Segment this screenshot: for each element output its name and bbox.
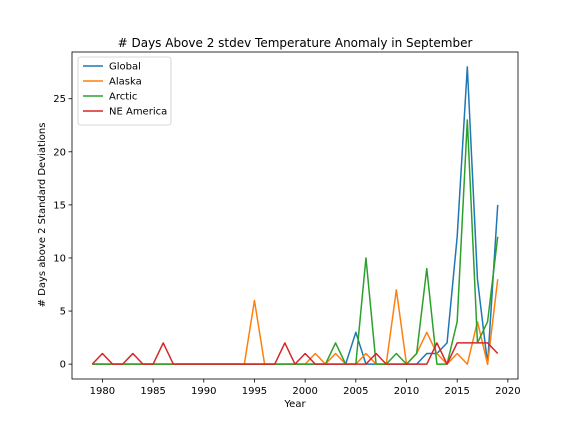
y-tick-label: 0 <box>60 360 66 371</box>
y-tick-label: 25 <box>53 94 66 105</box>
x-tick-label: 1990 <box>191 386 216 397</box>
chart-title: # Days Above 2 stdev Temperature Anomaly… <box>118 36 473 50</box>
x-tick-label: 2005 <box>343 386 368 397</box>
legend-box <box>77 56 172 126</box>
x-tick-label: 2000 <box>292 386 317 397</box>
x-tick-label: 1995 <box>242 386 267 397</box>
x-axis-ticks: 1980 1985 1990 1995 2000 2005 2010 2015 2020 <box>90 379 521 397</box>
x-tick-label: 2020 <box>495 386 520 397</box>
legend: Global Alaska Arctic NE America <box>77 56 172 126</box>
x-tick-label: 2015 <box>444 386 469 397</box>
legend-label-global: Global <box>109 62 141 73</box>
plot-frame <box>71 51 519 380</box>
y-axis-ticks: 0 5 10 15 20 25 <box>53 94 72 371</box>
y-tick-label: 20 <box>53 147 66 158</box>
y-tick-label: 15 <box>53 200 66 211</box>
y-tick-label: 5 <box>60 307 66 318</box>
x-tick-label: 1985 <box>140 386 165 397</box>
x-tick-label: 2010 <box>394 386 419 397</box>
legend-label-arctic: Arctic <box>109 92 137 103</box>
x-tick-label: 1980 <box>90 386 115 397</box>
legend-label-ne-america: NE America <box>109 107 167 118</box>
series-layer <box>91 66 499 365</box>
y-axis-label: # Days above 2 Standard Deviations <box>37 123 48 308</box>
series-line-ne-america <box>91 342 499 365</box>
legend-label-alaska: Alaska <box>109 77 142 88</box>
y-tick-label: 10 <box>53 253 66 264</box>
x-axis-label: Year <box>283 399 306 410</box>
